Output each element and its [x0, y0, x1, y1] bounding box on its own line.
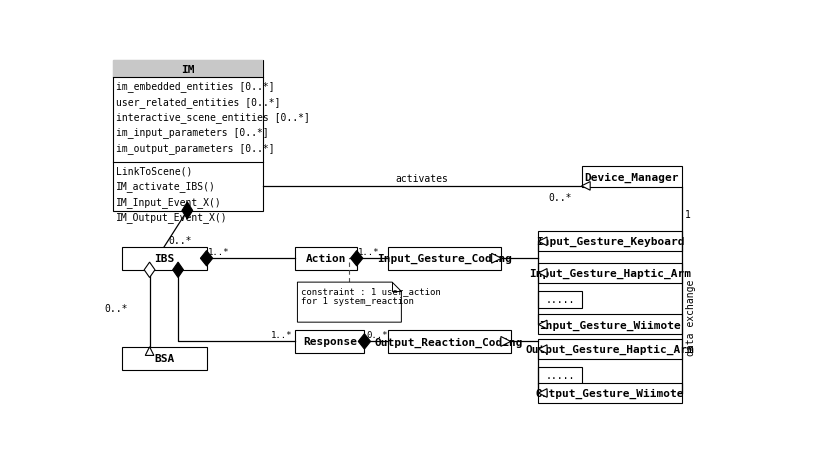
Bar: [539, 367, 581, 384]
Bar: [539, 232, 681, 252]
Text: Action: Action: [306, 254, 347, 263]
Text: 0..*: 0..*: [549, 193, 572, 202]
Text: Input_Gesture_Haptic_Arm: Input_Gesture_Haptic_Arm: [529, 268, 691, 279]
Text: im_embedded_entities [0..*]: im_embedded_entities [0..*]: [116, 81, 275, 92]
Bar: [581, 167, 681, 188]
Text: Output_Gesture_Wiimote: Output_Gesture_Wiimote: [536, 388, 685, 398]
Text: LinkToScene(): LinkToScene(): [116, 166, 192, 176]
Text: .....: .....: [545, 370, 574, 381]
Text: Input_Gesture_Coding: Input_Gesture_Coding: [377, 253, 512, 264]
Polygon shape: [539, 389, 547, 397]
Polygon shape: [501, 337, 511, 347]
Text: data exchange: data exchange: [686, 279, 696, 355]
Text: BSA: BSA: [154, 353, 175, 364]
Polygon shape: [182, 202, 193, 219]
Text: Device_Manager: Device_Manager: [584, 172, 679, 182]
Bar: [539, 383, 681, 403]
Bar: [295, 247, 357, 270]
Polygon shape: [173, 263, 184, 278]
Polygon shape: [351, 251, 363, 266]
Text: im_input_parameters [0..*]: im_input_parameters [0..*]: [116, 127, 268, 138]
Text: Response: Response: [303, 337, 357, 347]
Bar: [539, 339, 681, 359]
Text: IM_activate_IBS(): IM_activate_IBS(): [116, 181, 215, 192]
Bar: [113, 61, 263, 78]
Text: constraint : 1 user_action
for 1 system_reaction: constraint : 1 user_action for 1 system_…: [301, 286, 441, 306]
Bar: [539, 315, 681, 335]
Text: IM_Input_Event_X(): IM_Input_Event_X(): [116, 196, 221, 207]
Bar: [122, 247, 206, 270]
Text: IBS: IBS: [154, 254, 175, 263]
Polygon shape: [145, 347, 154, 356]
Bar: [122, 347, 206, 370]
Text: 1..*: 1..*: [208, 247, 230, 257]
Polygon shape: [539, 237, 547, 246]
Polygon shape: [200, 251, 213, 266]
Text: IM: IM: [181, 65, 195, 75]
Polygon shape: [144, 263, 155, 278]
Bar: [539, 263, 681, 283]
Polygon shape: [581, 182, 590, 191]
Polygon shape: [539, 320, 547, 329]
Bar: [295, 330, 364, 353]
Text: .....: .....: [545, 294, 574, 304]
Polygon shape: [492, 254, 502, 263]
Text: 0..*: 0..*: [169, 235, 192, 246]
Bar: [387, 330, 511, 353]
Text: Output_Reaction_Coding: Output_Reaction_Coding: [375, 336, 524, 347]
Text: Output_Gesture_Haptic_Arm: Output_Gesture_Haptic_Arm: [526, 344, 695, 354]
Text: Input_Gesture_Wiimote: Input_Gesture_Wiimote: [539, 319, 681, 330]
Polygon shape: [358, 334, 371, 349]
Text: 1..*: 1..*: [358, 247, 380, 257]
Bar: [539, 291, 581, 308]
Bar: [387, 247, 502, 270]
Bar: [113, 61, 263, 211]
Text: 1..*: 1..*: [271, 330, 292, 339]
Text: 1: 1: [685, 210, 691, 220]
Text: 0..*: 0..*: [104, 304, 128, 313]
Text: activates: activates: [396, 174, 448, 184]
Polygon shape: [539, 345, 547, 353]
Text: im_output_parameters [0..*]: im_output_parameters [0..*]: [116, 143, 275, 154]
Text: IM_Output_Event_X(): IM_Output_Event_X(): [116, 212, 227, 223]
Text: Input_Gesture_Keyboard: Input_Gesture_Keyboard: [536, 237, 685, 247]
Polygon shape: [297, 282, 402, 323]
Text: interactive_scene_entities [0..*]: interactive_scene_entities [0..*]: [116, 112, 310, 123]
Text: user_related_entities [0..*]: user_related_entities [0..*]: [116, 96, 281, 107]
Polygon shape: [539, 269, 547, 278]
Text: 0..*: 0..*: [366, 330, 387, 339]
